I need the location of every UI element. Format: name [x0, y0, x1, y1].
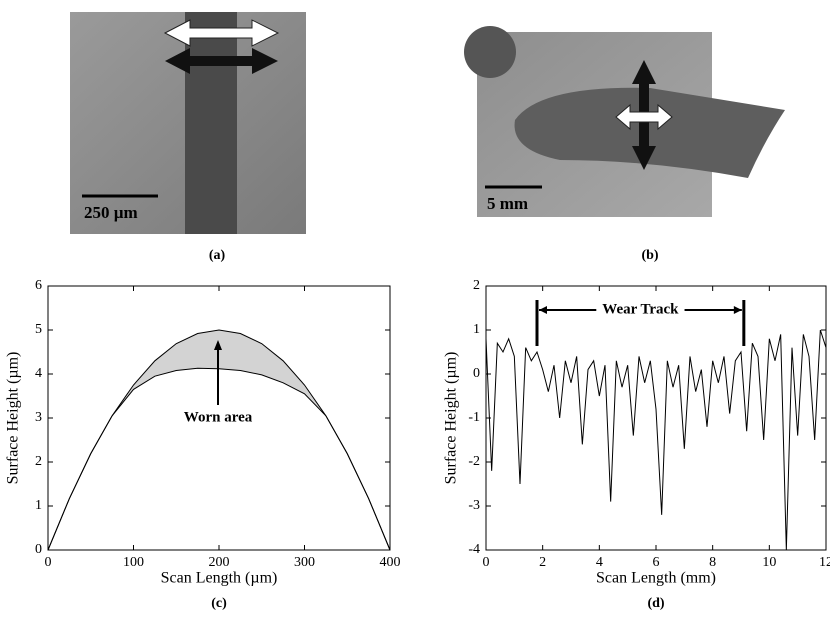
y-tick-label: 1	[35, 498, 42, 513]
x-tick-label: 0	[483, 555, 490, 570]
y-tick-label: 4	[35, 366, 42, 381]
area	[48, 368, 390, 550]
caption: (c)	[211, 596, 227, 611]
x-tick-label: 4	[596, 555, 603, 570]
panel-label: (a)	[209, 248, 226, 263]
y-tick-label: 0	[35, 542, 42, 557]
y-tick-label: 3	[35, 410, 42, 425]
y-tick-label: -3	[468, 498, 480, 513]
x-tick-label: 8	[709, 555, 716, 570]
panel-label: (b)	[641, 248, 658, 263]
photo-a: 250 µm	[70, 12, 306, 234]
x-axis-label: Scan Length (mm)	[596, 570, 716, 587]
x-tick-label: 10	[762, 555, 776, 570]
y-axis-label: Surface Height (µm)	[5, 352, 22, 485]
annotation: Wear Track	[602, 301, 679, 317]
arrow-head	[214, 340, 222, 350]
y-tick-label: 2	[473, 278, 480, 293]
x-tick-label: 200	[209, 555, 230, 570]
y-tick-label: 2	[35, 454, 42, 469]
x-axis-label: Scan Length (µm)	[161, 570, 278, 587]
y-tick-label: 0	[473, 366, 480, 381]
y-tick-label: -2	[468, 454, 480, 469]
y-tick-label: -1	[468, 410, 480, 425]
x-tick-label: 300	[294, 555, 315, 570]
caption: (d)	[647, 596, 664, 611]
scale-label: 250 µm	[84, 203, 138, 222]
arrow-head	[733, 306, 742, 314]
x-tick-label: 2	[539, 555, 546, 570]
scale-label: 5 mm	[487, 194, 528, 213]
y-tick-label: 1	[473, 322, 480, 337]
x-tick-label: 6	[653, 555, 660, 570]
y-tick-label: 5	[35, 322, 42, 337]
x-tick-label: 100	[123, 555, 144, 570]
x-tick-label: 12	[819, 555, 830, 570]
line	[485, 329, 827, 551]
arrow-head	[539, 306, 547, 314]
y-tick-label: 6	[35, 278, 42, 293]
y-axis-label: Surface Height (µm)	[443, 352, 460, 485]
x-tick-label: 400	[380, 555, 401, 570]
photo-b: 5 mm	[464, 26, 785, 217]
x-tick-label: 0	[45, 555, 52, 570]
annotation: Worn area	[184, 409, 253, 425]
y-tick-label: -4	[468, 542, 480, 557]
